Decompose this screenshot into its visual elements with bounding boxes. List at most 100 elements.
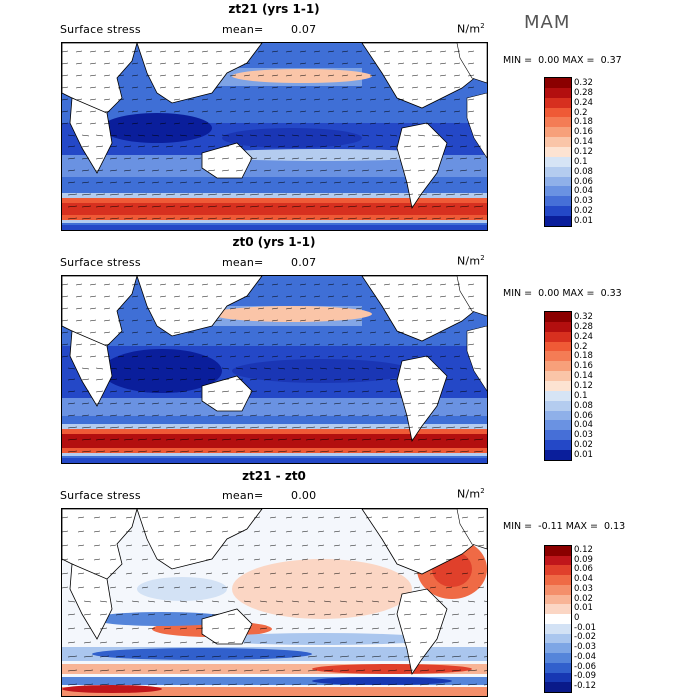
wind-vector [235, 181, 244, 184]
wind-vector [237, 530, 245, 533]
wind-vector [67, 426, 78, 429]
wind-vector [305, 193, 316, 196]
wind-vector [347, 426, 358, 429]
wind-vector [187, 86, 195, 89]
wind-vector [243, 669, 254, 672]
wind-vector [439, 355, 447, 358]
panel-3-colorbar [544, 545, 572, 693]
wind-vector [67, 205, 78, 208]
wind-vector [341, 122, 349, 125]
wind-vector [67, 378, 76, 381]
wind-vector [417, 145, 426, 148]
wind-vector [189, 558, 197, 561]
wind-vector [277, 378, 286, 381]
wind-vector [301, 572, 309, 575]
wind-vector [117, 50, 125, 53]
wind-vector [89, 86, 97, 89]
wind-vector [125, 530, 133, 533]
wind-vector [417, 402, 426, 405]
panel-2-colorbar [544, 311, 572, 461]
wind-vector [313, 343, 321, 346]
wind-vector [403, 134, 412, 137]
panel-2-colorbar-labels: 0.32 0.28 0.24 0.2 0.18 0.16 0.14 0.12 0.1 0.08 0.… [574, 312, 624, 461]
wind-vector [461, 530, 469, 533]
wind-vector [249, 450, 260, 453]
wind-vector [275, 655, 286, 658]
colorbar-tick-label: 0.01 [574, 603, 593, 614]
wind-vector [179, 641, 188, 644]
wind-vector [383, 319, 391, 322]
wind-vector [275, 613, 284, 616]
wind-vector [137, 450, 148, 453]
wind-vector [271, 283, 279, 286]
wind-vector [207, 181, 216, 184]
wind-vector [205, 558, 213, 561]
wind-vector [75, 283, 83, 286]
wind-vector [483, 670, 487, 672]
colorbar-tick-label: 0.04 [574, 420, 593, 431]
wind-vector [445, 414, 454, 417]
colorbar-swatch [545, 127, 571, 138]
wind-vector [117, 319, 125, 322]
colorbar-swatch [545, 331, 571, 342]
wind-vector [411, 62, 419, 65]
wind-vector [165, 426, 176, 429]
wind-vector [431, 193, 442, 196]
wind-vector [123, 134, 132, 137]
wind-vector [355, 331, 363, 334]
colorbar-tick-label: 0 [574, 613, 580, 624]
wind-vector [369, 62, 377, 65]
wind-vector [195, 669, 206, 672]
wind-vector [369, 343, 377, 346]
wind-vector [157, 516, 165, 519]
wind-vector [347, 169, 356, 172]
wind-vector [257, 319, 265, 322]
wind-vector [347, 378, 356, 381]
wind-vector [451, 627, 460, 630]
wind-vector [165, 145, 174, 148]
wind-vector [259, 655, 270, 658]
wind-vector [62, 586, 69, 589]
wind-vector [299, 307, 307, 310]
colorbar-tick-label: -0.06 [574, 661, 596, 672]
wind-vector [131, 307, 139, 310]
wind-vector [67, 390, 76, 393]
wind-vector [369, 122, 377, 125]
wind-vector [461, 586, 469, 589]
wind-vector [431, 157, 440, 160]
wind-vector [221, 450, 232, 453]
wind-vector [389, 402, 398, 405]
wind-vector [349, 544, 357, 547]
wind-vector [459, 426, 470, 429]
colorbar-swatch [545, 341, 571, 352]
wind-vector [291, 145, 300, 148]
wind-vector [89, 62, 97, 65]
wind-vector [103, 86, 111, 89]
wind-vector [473, 438, 484, 441]
wind-vector [439, 110, 447, 113]
wind-vector [319, 169, 328, 172]
wind-vector [81, 390, 90, 393]
wind-vector [123, 367, 132, 370]
wind-vector [355, 319, 363, 322]
wind-vector [215, 355, 223, 358]
colorbar-tick-label: 0.08 [574, 166, 593, 177]
wind-vector [109, 586, 117, 589]
wind-vector [145, 331, 153, 334]
wind-vector [81, 205, 92, 208]
wind-vector [62, 530, 69, 533]
wind-vector [347, 217, 358, 220]
wind-vector [263, 367, 272, 370]
wind-vector [435, 655, 446, 658]
wind-vector [439, 283, 447, 286]
wind-vector [411, 331, 419, 334]
wind-vector [271, 122, 279, 125]
wind-vector [403, 367, 412, 370]
wind-vector [307, 669, 318, 672]
wind-vector [397, 50, 405, 53]
wind-vector [277, 205, 288, 208]
wind-vector [115, 655, 126, 658]
wind-vector [277, 414, 286, 417]
wind-vector [361, 426, 372, 429]
wind-vector [375, 169, 384, 172]
